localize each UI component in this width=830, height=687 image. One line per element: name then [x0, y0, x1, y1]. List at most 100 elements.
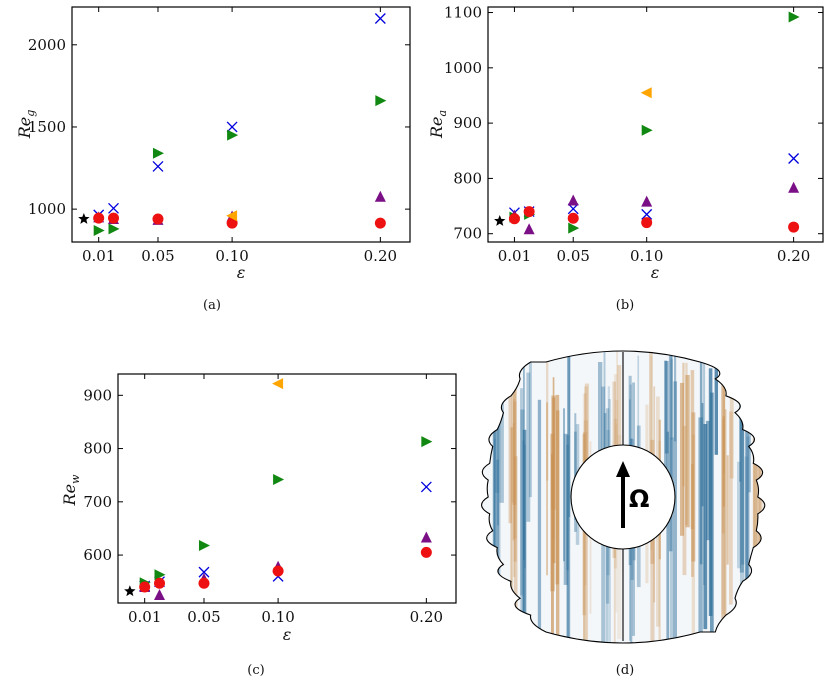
panel-a-frame: [71, 6, 411, 243]
panel-b-ylabel-base: Re: [427, 117, 446, 140]
flow-streak: [701, 403, 704, 507]
flow-streak: [551, 395, 556, 510]
x-tick-label: 0.05: [557, 247, 590, 265]
flow-streak: [511, 351, 514, 503]
flow-streak: [680, 382, 684, 536]
panel-b-xlabel: ε: [651, 263, 660, 282]
point-circle: [567, 212, 579, 224]
y-tick-label: 1500: [28, 118, 66, 136]
y-tick-label: 1000: [444, 59, 482, 77]
flow-streak: [563, 408, 565, 562]
flow-streak: [737, 461, 741, 569]
panel-c-xlabel: ε: [283, 625, 292, 644]
flow-streak: [670, 351, 673, 440]
flow-streak: [682, 362, 685, 487]
panel-a-caption: (a): [203, 298, 221, 313]
flow-streak: [563, 433, 568, 585]
flow-streak: [729, 411, 733, 605]
panel-c-frame: [117, 373, 457, 604]
y-tick-label: 800: [83, 440, 112, 458]
flow-streak: [729, 376, 734, 479]
flow-streak: [508, 351, 512, 524]
flow-streak: [526, 372, 531, 522]
panel-a-ylabel-sub: g: [24, 110, 37, 117]
flow-streak: [566, 444, 569, 571]
flow-streak: [685, 375, 690, 528]
panel-b-ylabel: Rea: [427, 110, 449, 139]
flow-streak: [685, 362, 688, 525]
flow-streak: [499, 378, 504, 503]
point-circle: [788, 221, 800, 233]
panel-b-ticks: 0.01 0.05 0.10 0.20 700 800 900 1000 1100: [444, 4, 823, 265]
flow-streak: [691, 434, 695, 643]
x-tick-label: 0.05: [141, 247, 174, 265]
x-tick-label: 0.20: [410, 608, 443, 626]
x-tick-label: 0.10: [261, 608, 294, 626]
panel-c: 0.01 0.05 0.10 0.20 600 700 800 900 ε Rew (c): [60, 373, 457, 678]
flow-streak: [617, 365, 622, 456]
point-circle: [139, 581, 151, 593]
point-cross: [420, 481, 432, 493]
flow-streak: [753, 351, 755, 596]
point-star: [124, 585, 136, 597]
point-tri_right: [154, 569, 166, 581]
flow-streak: [698, 417, 703, 643]
x-tick-label: 0.01: [498, 247, 531, 265]
x-tick-label: 0.05: [187, 608, 220, 626]
point-tri_right: [273, 473, 285, 485]
flow-streak: [726, 455, 729, 565]
flow-streak: [670, 359, 673, 500]
flow-streak: [546, 353, 549, 481]
panel-a-ticks: 0.01 0.05 0.10 0.20 1000 1500 2000: [28, 7, 410, 265]
point-tri_up: [374, 190, 386, 202]
flow-streak: [744, 456, 749, 584]
flow-streak: [745, 378, 749, 643]
x-tick-label: 0.01: [128, 608, 161, 626]
point-circle: [198, 577, 210, 589]
point-tri_up: [154, 589, 166, 601]
point-tri_right: [568, 222, 580, 234]
flow-streak: [613, 458, 616, 643]
flow-streak: [722, 415, 725, 507]
point-tri_right: [93, 224, 105, 236]
flow-streak: [574, 413, 577, 521]
flow-streak: [528, 351, 532, 498]
flow-streak: [674, 351, 677, 442]
flow-streak: [496, 459, 499, 588]
x-tick-label: 0.10: [630, 247, 663, 265]
flow-streak: [510, 427, 513, 643]
point-tri_right: [421, 436, 433, 448]
flow-streak: [691, 412, 696, 562]
point-circle: [108, 212, 120, 224]
panel-b-caption: (b): [616, 298, 634, 313]
panel-a-ylabel: Reg: [15, 110, 37, 140]
point-tri_up: [567, 194, 579, 206]
flow-streak: [757, 437, 762, 643]
flow-streak: [740, 358, 745, 565]
flow-streak: [682, 425, 687, 576]
flow-streak: [710, 392, 714, 643]
flow-streak: [740, 393, 745, 615]
flow-streak: [755, 419, 759, 561]
point-tri_right: [227, 129, 239, 141]
flow-streak: [567, 354, 571, 639]
point-tri_right: [641, 124, 653, 136]
flow-streak: [582, 393, 586, 529]
flow-streak: [668, 351, 673, 552]
flow-streak: [546, 402, 548, 576]
flow-streak: [584, 386, 588, 523]
flow-streak: [568, 351, 571, 517]
point-cross: [198, 566, 210, 578]
flow-streak: [753, 445, 758, 595]
flow-streak: [513, 401, 517, 539]
flow-streak: [513, 384, 517, 562]
flow-streak: [494, 438, 496, 643]
panel-c-points: [124, 378, 433, 601]
flow-streak: [629, 384, 632, 497]
point-tri_left: [272, 378, 284, 390]
flow-streak: [493, 425, 497, 548]
flow-streak: [664, 360, 668, 516]
flow-streak: [537, 399, 542, 643]
